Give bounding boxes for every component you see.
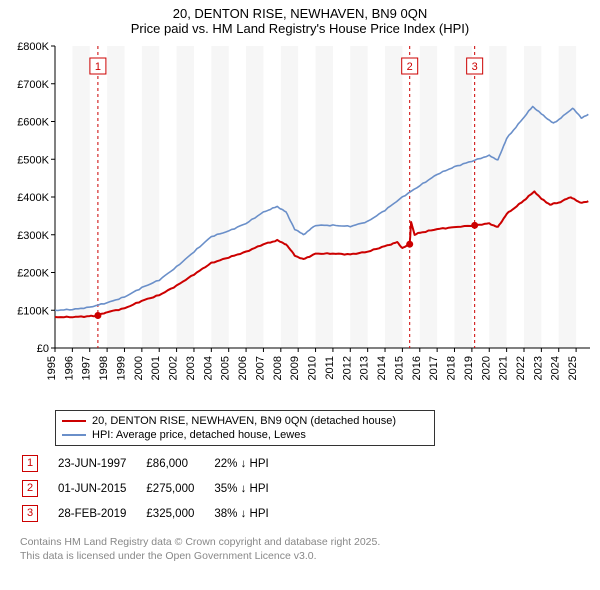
svg-text:£500K: £500K xyxy=(17,154,49,166)
svg-text:2014: 2014 xyxy=(376,356,388,380)
legend-swatch xyxy=(62,420,86,422)
svg-text:£0: £0 xyxy=(37,343,49,355)
svg-text:2020: 2020 xyxy=(480,356,492,380)
svg-text:2005: 2005 xyxy=(220,356,232,380)
svg-text:2002: 2002 xyxy=(168,356,180,380)
svg-text:3: 3 xyxy=(472,61,478,73)
sale-date: 01-JUN-2015 xyxy=(58,477,144,500)
legend-item: HPI: Average price, detached house, Lewe… xyxy=(62,428,428,442)
legend: 20, DENTON RISE, NEWHAVEN, BN9 0QN (deta… xyxy=(55,410,435,446)
svg-text:2017: 2017 xyxy=(428,356,440,380)
svg-text:2000: 2000 xyxy=(133,356,145,380)
sales-table: 1 23-JUN-1997 £86,000 22% ↓ HPI 2 01-JUN… xyxy=(20,450,289,527)
svg-text:1997: 1997 xyxy=(81,356,93,380)
legend-label: HPI: Average price, detached house, Lewe… xyxy=(92,429,306,441)
svg-text:£700K: £700K xyxy=(17,79,49,91)
svg-text:2016: 2016 xyxy=(411,356,423,380)
sale-delta: 38% ↓ HPI xyxy=(214,502,286,525)
svg-text:2015: 2015 xyxy=(393,356,405,380)
svg-text:2: 2 xyxy=(407,61,413,73)
table-row: 2 01-JUN-2015 £275,000 35% ↓ HPI xyxy=(22,477,287,500)
svg-text:£100K: £100K xyxy=(17,305,49,317)
legend-swatch xyxy=(62,434,86,436)
chart-header: 20, DENTON RISE, NEWHAVEN, BN9 0QN Price… xyxy=(0,0,600,38)
svg-text:2018: 2018 xyxy=(446,356,458,380)
sale-price: £275,000 xyxy=(146,477,212,500)
svg-text:2006: 2006 xyxy=(237,356,249,380)
svg-text:2025: 2025 xyxy=(567,356,579,380)
svg-text:1995: 1995 xyxy=(46,356,58,380)
svg-text:2004: 2004 xyxy=(202,356,214,380)
chart-container: £0 £100K £200K £300K £400K £500K £600K £700K £80… xyxy=(0,38,600,408)
svg-text:2009: 2009 xyxy=(289,356,301,380)
title-subtitle: Price paid vs. HM Land Registry's House … xyxy=(0,21,600,36)
title-address: 20, DENTON RISE, NEWHAVEN, BN9 0QN xyxy=(0,6,600,21)
svg-text:£800K: £800K xyxy=(17,41,49,53)
footer-line: This data is licensed under the Open Gov… xyxy=(20,549,590,563)
sale-price: £325,000 xyxy=(146,502,212,525)
svg-text:2001: 2001 xyxy=(150,356,162,380)
svg-text:2011: 2011 xyxy=(324,356,336,380)
svg-text:2007: 2007 xyxy=(254,356,266,380)
svg-text:2023: 2023 xyxy=(532,356,544,380)
sale-date: 23-JUN-1997 xyxy=(58,452,144,475)
table-row: 3 28-FEB-2019 £325,000 38% ↓ HPI xyxy=(22,502,287,525)
svg-text:£600K: £600K xyxy=(17,117,49,129)
svg-text:£300K: £300K xyxy=(17,230,49,242)
sale-price: £86,000 xyxy=(146,452,212,475)
svg-text:1999: 1999 xyxy=(115,356,127,380)
footer-attribution: Contains HM Land Registry data © Crown c… xyxy=(20,535,590,563)
sale-date: 28-FEB-2019 xyxy=(58,502,144,525)
sale-delta: 22% ↓ HPI xyxy=(214,452,286,475)
sale-marker: 1 xyxy=(22,455,38,472)
sale-marker: 2 xyxy=(22,480,38,497)
legend-label: 20, DENTON RISE, NEWHAVEN, BN9 0QN (deta… xyxy=(92,415,396,427)
svg-text:2019: 2019 xyxy=(463,356,475,380)
sale-marker: 3 xyxy=(22,505,38,522)
svg-text:1996: 1996 xyxy=(63,356,75,380)
svg-text:£200K: £200K xyxy=(17,268,49,280)
svg-text:£400K: £400K xyxy=(17,192,49,204)
svg-text:2024: 2024 xyxy=(550,356,562,380)
sale-delta: 35% ↓ HPI xyxy=(214,477,286,500)
svg-text:1: 1 xyxy=(95,61,101,73)
price-chart: £0 £100K £200K £300K £400K £500K £600K £700K £80… xyxy=(0,38,600,408)
legend-item: 20, DENTON RISE, NEWHAVEN, BN9 0QN (deta… xyxy=(62,414,428,428)
svg-text:2010: 2010 xyxy=(307,356,319,380)
svg-text:2022: 2022 xyxy=(515,356,527,380)
svg-text:1998: 1998 xyxy=(98,356,110,380)
svg-text:2021: 2021 xyxy=(498,356,510,380)
footer-line: Contains HM Land Registry data © Crown c… xyxy=(20,535,590,549)
svg-text:2013: 2013 xyxy=(359,356,371,380)
svg-text:2003: 2003 xyxy=(185,356,197,380)
table-row: 1 23-JUN-1997 £86,000 22% ↓ HPI xyxy=(22,452,287,475)
svg-text:2012: 2012 xyxy=(341,356,353,380)
svg-text:2008: 2008 xyxy=(272,356,284,380)
